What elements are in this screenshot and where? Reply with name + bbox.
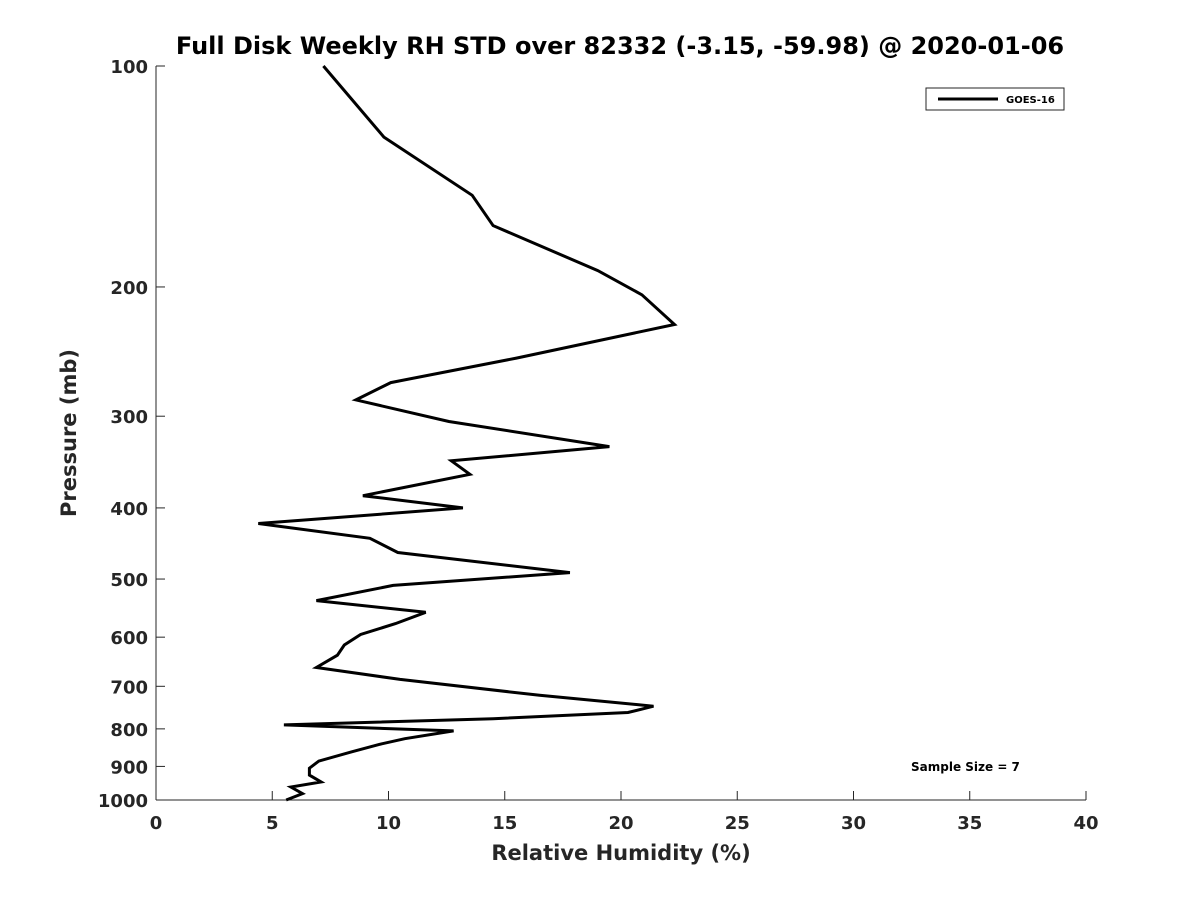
x-tick-label: 25 xyxy=(725,813,750,834)
x-tick-label: 0 xyxy=(150,813,163,834)
y-axis-label: Pressure (mb) xyxy=(57,349,81,517)
y-axis-ticks: 100 200 300 400 500 600 700 800 900 1000 xyxy=(98,57,165,812)
y-tick-label: 600 xyxy=(110,628,148,649)
y-tick-label: 300 xyxy=(110,407,148,428)
x-tick-label: 20 xyxy=(608,813,633,834)
chart-title: Full Disk Weekly RH STD over 82332 (-3.1… xyxy=(176,32,1064,60)
y-tick-label: 500 xyxy=(110,570,148,591)
y-tick-label: 100 xyxy=(110,57,148,78)
x-tick-label: 35 xyxy=(957,813,982,834)
y-tick-label: 400 xyxy=(110,499,148,520)
y-tick-label: 900 xyxy=(110,757,148,778)
x-axis-ticks: 0 5 10 15 20 25 30 35 40 xyxy=(150,791,1099,834)
x-tick-label: 40 xyxy=(1073,813,1098,834)
series-line-goes-16 xyxy=(258,65,678,802)
y-tick-label: 700 xyxy=(110,677,148,698)
sample-size-annotation: Sample Size = 7 xyxy=(911,760,1020,774)
x-tick-label: 30 xyxy=(841,813,866,834)
y-tick-label: 800 xyxy=(110,720,148,741)
legend: GOES-16 xyxy=(925,87,1065,111)
y-tick-label: 1000 xyxy=(98,791,148,812)
y-tick-label: 200 xyxy=(110,278,148,299)
legend-entry-goes-16: GOES-16 xyxy=(1006,95,1055,106)
x-axis-label: Relative Humidity (%) xyxy=(491,841,750,865)
x-tick-label: 15 xyxy=(492,813,517,834)
x-tick-label: 5 xyxy=(266,813,279,834)
x-tick-label: 10 xyxy=(376,813,401,834)
